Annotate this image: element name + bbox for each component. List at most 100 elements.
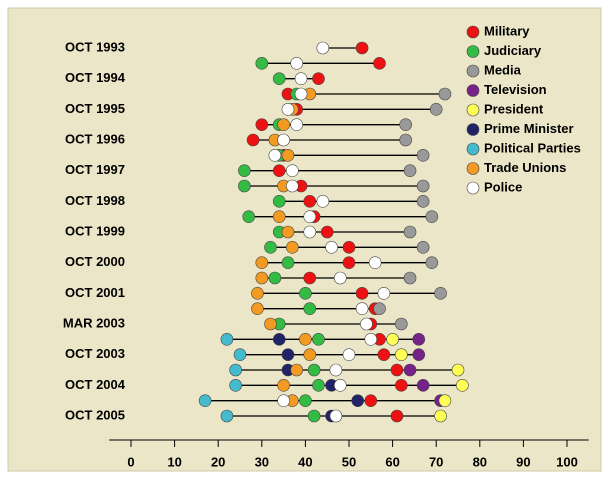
dot [351, 394, 365, 407]
dot [272, 164, 286, 177]
dot [412, 333, 426, 346]
dot [264, 241, 277, 254]
dot [434, 409, 447, 423]
dot [425, 210, 439, 223]
legend-swatch [466, 162, 480, 175]
dot [303, 348, 317, 361]
y-tick-label: OCT 2004 [65, 377, 126, 392]
y-tick-label: OCT 1999 [65, 223, 125, 238]
legend-label: Judiciary [484, 43, 542, 58]
dot [299, 394, 312, 407]
legend-label: Media [484, 62, 522, 77]
dot [434, 287, 447, 300]
dot [307, 363, 321, 377]
dot [251, 287, 264, 300]
dot [316, 195, 330, 208]
dot [333, 379, 347, 392]
dot [286, 179, 299, 193]
dot [451, 363, 465, 377]
dot [342, 241, 356, 254]
dot [412, 348, 426, 361]
dot [286, 164, 299, 177]
dot [355, 287, 369, 300]
dot [277, 118, 290, 131]
dot [238, 179, 251, 193]
legend-swatch [466, 103, 480, 117]
x-tick-label: 90 [516, 454, 530, 469]
legend-swatch [466, 181, 480, 195]
y-tick-label: OCT 2001 [65, 285, 125, 300]
dot [290, 363, 303, 377]
legend-label: Political Parties [484, 140, 581, 155]
dot [281, 103, 295, 116]
dot [333, 271, 347, 285]
y-tick-label: MAR 2003 [63, 315, 125, 330]
dot [303, 195, 317, 208]
dot [229, 379, 242, 392]
dot [281, 348, 295, 361]
dot [220, 333, 234, 346]
dot [377, 287, 391, 300]
legend-swatch [466, 142, 480, 156]
dot [233, 348, 247, 361]
dot [395, 379, 408, 392]
dot [272, 195, 286, 208]
legend-label: Military [484, 23, 530, 38]
dot [242, 210, 256, 223]
dot [399, 133, 412, 147]
y-tick-label: OCT 1997 [65, 162, 125, 177]
dot [286, 241, 299, 254]
dot [355, 302, 369, 315]
legend-swatch [466, 45, 480, 58]
y-tick-label: OCT 1993 [65, 39, 125, 54]
dot [390, 363, 404, 377]
dot [325, 241, 338, 254]
dot [429, 103, 443, 116]
dot [290, 57, 303, 70]
dot [277, 379, 290, 392]
dot [416, 241, 430, 254]
x-tick-label: 30 [255, 454, 269, 469]
y-tick-label: OCT 1996 [65, 131, 125, 146]
dot [272, 210, 286, 223]
dot [264, 317, 277, 331]
dot [290, 118, 303, 131]
dot [198, 394, 212, 407]
dot [303, 225, 317, 239]
dot [403, 225, 417, 239]
dot [399, 118, 412, 131]
legend-label: Television [484, 82, 547, 97]
x-tick-label: 100 [556, 454, 578, 469]
dot [303, 271, 317, 285]
dot [255, 271, 269, 285]
plot-panel [7, 7, 602, 472]
dot [255, 118, 269, 131]
dot [251, 302, 264, 315]
x-tick-label: 60 [385, 454, 399, 469]
dot [395, 317, 408, 331]
dot [229, 363, 242, 377]
legend-label: Police [484, 179, 522, 194]
dot [281, 149, 295, 162]
dot [220, 409, 234, 423]
legend-label: Prime Minister [484, 121, 574, 136]
x-tick-label: 20 [211, 454, 225, 469]
dot [329, 409, 343, 423]
legend-swatch [466, 64, 480, 78]
dot [307, 409, 321, 423]
y-tick-label: OCT 1995 [65, 101, 125, 116]
dot [364, 333, 378, 346]
dot [272, 72, 286, 85]
dot [438, 394, 452, 407]
x-tick-label: 50 [342, 454, 356, 469]
dot [403, 271, 417, 285]
dot [312, 379, 325, 392]
dot [373, 57, 386, 70]
dot [255, 57, 269, 70]
legend-swatch [466, 123, 480, 136]
dot [312, 72, 325, 85]
y-tick-label: OCT 2000 [65, 254, 125, 269]
dot [294, 72, 308, 85]
dot [377, 348, 391, 361]
